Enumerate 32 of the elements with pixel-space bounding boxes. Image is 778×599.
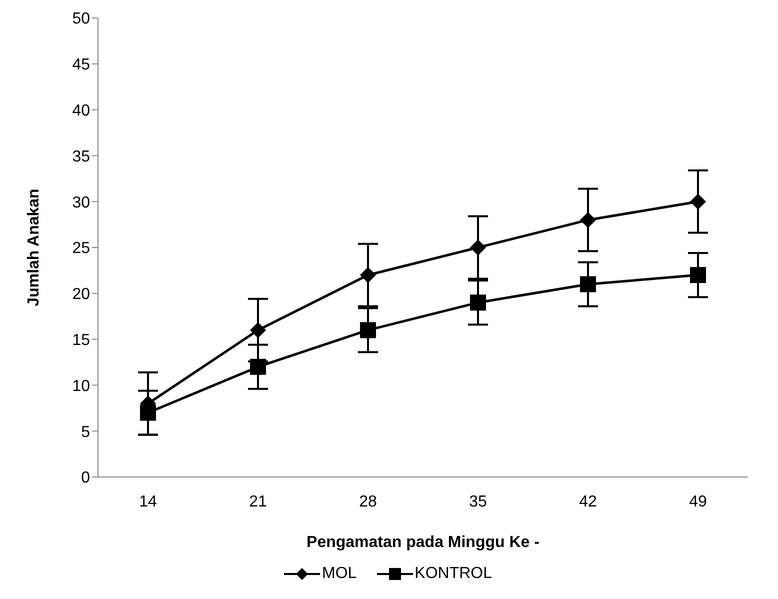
y-tick-label: 25 <box>72 240 90 258</box>
y-tick-label: 50 <box>72 10 90 28</box>
point <box>470 294 486 311</box>
y-axis-title: Jumlah Anakan <box>26 188 43 306</box>
legend-label: KONTROL <box>414 565 492 583</box>
y-tick-label: 10 <box>72 378 90 395</box>
point <box>360 322 376 338</box>
point <box>690 194 706 210</box>
x-tick-label: 28 <box>359 493 377 510</box>
point <box>250 358 266 375</box>
y-tick-label: 15 <box>72 332 90 349</box>
y-tick-label: 0 <box>81 470 90 487</box>
y-tick-label: 20 <box>72 286 90 304</box>
y-tick-label: 45 <box>72 56 90 74</box>
point <box>470 240 486 256</box>
y-tick-label: 5 <box>81 424 90 441</box>
x-tick-label: 14 <box>139 493 157 510</box>
point <box>580 276 596 292</box>
x-axis-title: Pengamatan pada Minggu Ke - <box>306 534 540 551</box>
y-tick-label: 35 <box>72 148 90 166</box>
point <box>140 404 156 421</box>
point <box>690 267 706 284</box>
point <box>580 212 596 228</box>
x-tick-label: 42 <box>579 493 597 510</box>
x-tick-label: 35 <box>469 493 487 510</box>
legend-label: MOL <box>322 565 357 583</box>
y-tick-label: 30 <box>72 194 90 212</box>
y-tick-label: 40 <box>72 102 90 120</box>
x-tick-label: 21 <box>249 493 267 510</box>
point <box>360 267 376 284</box>
x-tick-label: 49 <box>689 493 707 510</box>
point <box>250 322 266 338</box>
